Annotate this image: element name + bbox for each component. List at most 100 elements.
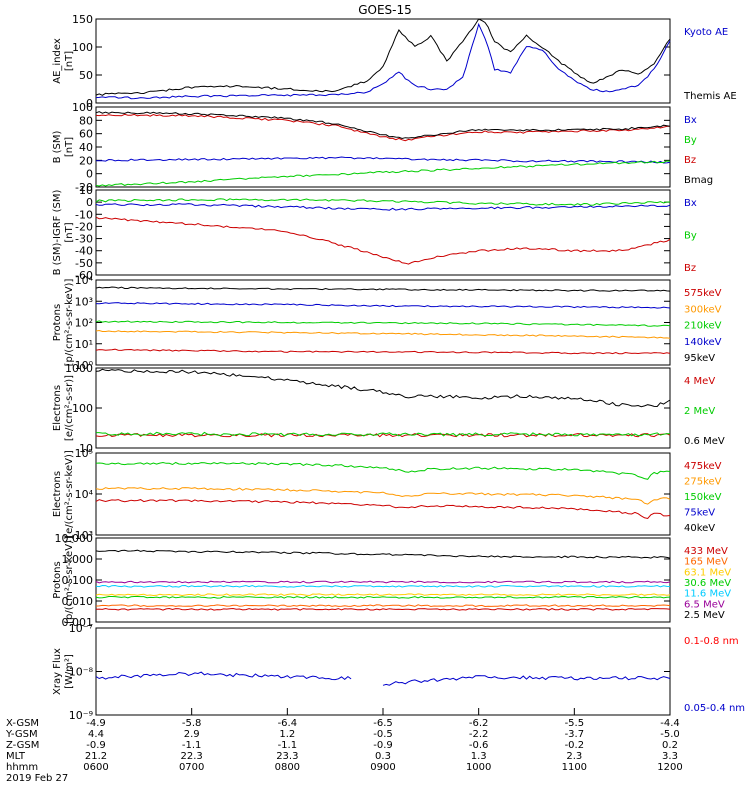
series-line-30-6-MeV — [95, 595, 671, 599]
y-axis-label: Electrons — [52, 385, 63, 431]
y-axis-label: [e/(cm²-s-sr-keV)] — [64, 450, 75, 538]
y-axis-label: [p/(cm²-s-sr-keV)] — [64, 536, 75, 624]
series-line-4-MeV — [95, 432, 671, 438]
legend-entry: Themis AE — [683, 91, 737, 102]
panel-xray: 10⁻⁹ 10⁻⁸ 10⁻⁷ Xray Flux [W/m²] 0.1-0.8 nm 0.0… — [52, 622, 745, 722]
legend-entry: By — [684, 135, 697, 146]
series-line-95keV — [95, 286, 671, 292]
panel-electrons_kev: 10³ 10⁴ 10⁵ Electrons [e/(cm²-s-sr-keV)] 475k… — [52, 447, 722, 542]
x-axis-value: 22.3 — [181, 751, 203, 762]
x-axis-value: 21.2 — [85, 751, 107, 762]
legend-entry: Bx — [684, 115, 697, 126]
y-tick-label: 100 — [72, 41, 93, 54]
panel-frame — [95, 189, 671, 276]
x-axis-value: 3.3 — [662, 751, 678, 762]
series-line-433-MeV — [95, 607, 671, 611]
y-tick-label: 10² — [75, 317, 93, 330]
y-axis-label: [e/(cm²-s-sr)] — [64, 375, 75, 441]
y-tick-label: 10.000 — [55, 532, 94, 545]
x-axis-value: 2.9 — [184, 729, 200, 740]
x-axis-row-label: hhmm — [6, 762, 38, 773]
x-axis-value: 0700 — [179, 762, 204, 773]
x-axis-value: -5.0 — [660, 729, 680, 740]
legend-entry: 4 MeV — [684, 376, 715, 387]
panel-frame — [95, 106, 671, 188]
y-axis-label: Protons — [52, 561, 63, 598]
series-line-Bz — [95, 216, 671, 265]
x-axis-value: -2.2 — [469, 729, 489, 740]
x-axis-value: -6.2 — [469, 718, 489, 729]
x-axis-value: 0.2 — [662, 740, 678, 751]
series-line-275keV — [95, 487, 671, 505]
legend-entry: 0.6 MeV — [684, 436, 725, 447]
x-axis-value: 2.3 — [566, 751, 582, 762]
y-tick-label: 10 — [79, 184, 93, 197]
y-tick-label: 20 — [79, 154, 93, 167]
y-tick-label: 10⁴ — [75, 488, 94, 501]
y-tick-label: 1000 — [65, 362, 93, 375]
legend-entry: Kyoto AE — [684, 27, 728, 38]
series-line-Bz — [95, 113, 671, 142]
y-tick-label: 0 — [86, 168, 93, 181]
legend-entry: 2.5 MeV — [684, 610, 725, 621]
legend-entry: 30.6 MeV — [684, 578, 731, 589]
legend-entry: 75keV — [684, 508, 715, 519]
legend-entry: 0.05-0.4 nm — [684, 703, 745, 714]
y-tick-label: 100 — [72, 402, 93, 415]
legend-entry: 575keV — [684, 288, 722, 299]
series-line-By — [95, 160, 671, 187]
y-axis-label: Protons — [52, 304, 63, 341]
y-tick-label: 10¹ — [75, 338, 93, 351]
x-axis-row-label: X-GSM — [6, 718, 39, 729]
y-axis-label: Electrons — [52, 471, 63, 517]
legend-entry: 210keV — [684, 321, 722, 332]
y-tick-label: 60 — [79, 128, 93, 141]
series-line-63-1-MeV — [95, 593, 671, 597]
x-axis-value: 0900 — [370, 762, 395, 773]
legend-entry: 165 MeV — [684, 557, 728, 568]
series-line-11-6-MeV — [95, 584, 671, 588]
y-tick-label: -60 — [75, 269, 93, 282]
x-axis-value: -0.9 — [86, 740, 106, 751]
y-tick-label: 0 — [86, 196, 93, 209]
legend-entry: 275keV — [684, 477, 722, 488]
y-axis-label: AE_index — [52, 38, 63, 84]
y-tick-label: -10 — [75, 208, 93, 221]
x-axis-value: 1.2 — [279, 729, 295, 740]
y-tick-label: -20 — [75, 181, 93, 194]
y-axis-label: Xray Flux — [52, 648, 63, 695]
series-line-300keV — [95, 329, 671, 339]
y-tick-label: 0.100 — [62, 574, 94, 587]
x-axis-value: -0.6 — [469, 740, 489, 751]
series-line-0-05-0-4-nm — [95, 671, 671, 686]
y-axis-label: [nT] — [64, 222, 75, 242]
x-axis-value: 1000 — [466, 762, 491, 773]
x-axis-value: -1.1 — [278, 740, 298, 751]
y-tick-label: 0.001 — [62, 616, 94, 629]
legend-entry: 11.6 MeV — [684, 589, 731, 600]
panel-frame — [95, 18, 671, 104]
legend-entry: Bmag — [684, 175, 713, 186]
legend-entry: 40keV — [684, 523, 715, 534]
y-axis-label: B (SM) — [52, 130, 63, 163]
legend-entry: Bz — [684, 263, 696, 274]
x-axis-value: -0.2 — [565, 740, 585, 751]
y-tick-label: 50 — [79, 69, 93, 82]
legend-entry: 95keV — [684, 353, 715, 364]
legend-entry: By — [684, 231, 697, 242]
y-tick-label: 10⁻⁸ — [69, 666, 94, 679]
y-tick-label: 10³ — [75, 529, 93, 542]
y-tick-label: 1.000 — [62, 553, 94, 566]
y-tick-label: 10⁴ — [75, 274, 94, 287]
series-line-Bmag — [95, 111, 671, 140]
chart-title: GOES-15 — [358, 3, 412, 17]
series-line-165-MeV — [95, 604, 671, 608]
legend-entry: Bx — [684, 198, 697, 209]
x-axis-value: 0600 — [83, 762, 108, 773]
series-line-210keV — [95, 320, 671, 327]
y-axis-label: [nT] — [64, 51, 75, 71]
